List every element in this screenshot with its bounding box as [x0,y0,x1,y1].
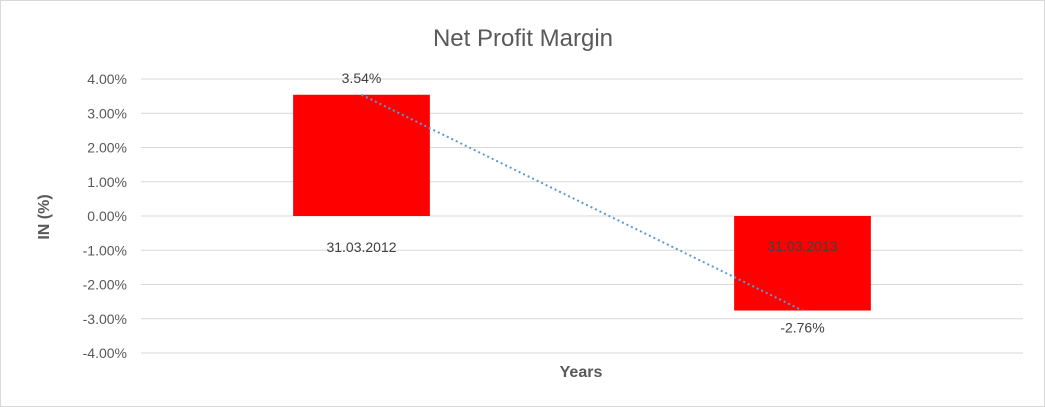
trendline [361,93,803,312]
data-label: 3.54% [342,70,382,86]
y-tick-label: -3.00% [83,311,127,327]
gridlines [141,78,1023,354]
y-tick-label: 0.00% [87,208,127,224]
y-tick-label: 1.00% [87,174,127,190]
chart-title: Net Profit Margin [433,25,613,52]
y-tick-label: -1.00% [83,242,127,258]
y-tick-label: 4.00% [87,71,127,87]
y-tick-label: 3.00% [87,105,127,121]
trendline-line [361,93,803,312]
y-axis-ticks: 4.00% 3.00% 2.00% 1.00% 0.00% -1.00% -2.00% -3.… [83,71,127,361]
y-tick-label: -2.00% [83,277,127,293]
bar [734,216,871,311]
data-label: -2.76% [780,320,824,336]
y-tick-label: -4.00% [83,345,127,361]
x-axis-label: Years [560,364,603,381]
category-label: 31.03.2012 [326,239,396,255]
y-tick-label: 2.00% [87,140,127,156]
category-label: 31.03.2013 [767,238,837,254]
y-axis-label: IN (%) [36,194,53,239]
bar [293,94,430,216]
labels: 3.54% 31.03.2012 -2.76% 31.03.2013 [326,70,837,336]
bars [293,94,871,311]
